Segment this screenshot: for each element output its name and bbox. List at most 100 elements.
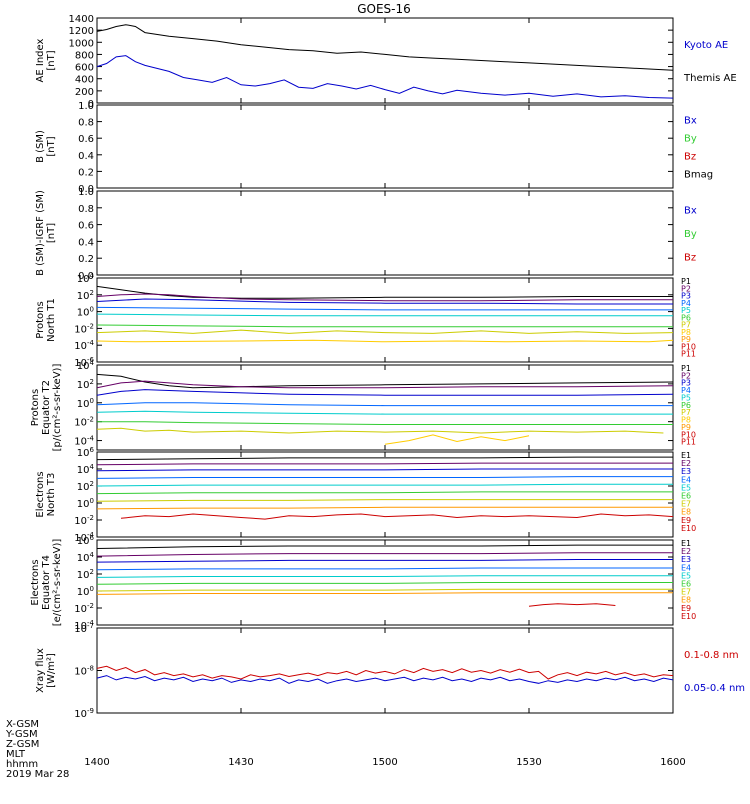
footer-label: X-GSM	[6, 719, 39, 730]
y-axis-label: Protons	[30, 389, 41, 426]
y-axis-label: [nT]	[46, 50, 57, 70]
panel-pequator: 104 102 100 10-2 10-4 Protons Equator T2 [p/(cm…	[30, 359, 696, 451]
series-line-p6	[96, 324, 673, 328]
legend-entry: E5	[681, 571, 691, 580]
y-axis-label: [e/(cm²-s-sr-keV)]	[52, 539, 63, 627]
panel-frame	[96, 190, 674, 276]
series-line-e4	[96, 567, 673, 571]
y-axis-label: [nT]	[46, 223, 57, 243]
series-line-p1	[96, 373, 674, 389]
series-line-e7	[96, 499, 673, 502]
panel-eequator: 106 104 102 100 10-2 10-4 Electrons Equator T4[…	[30, 534, 696, 632]
y-axis-label: AE Index	[35, 38, 46, 82]
legend-entry: P10	[681, 430, 696, 439]
legend-entry: E5	[681, 483, 691, 492]
y-tick-label: 0.8	[78, 118, 94, 129]
y-axis-label: B (SM)	[35, 130, 46, 163]
series-line-0-1-0-8-nm	[96, 665, 674, 680]
chart-title: GOES-16	[357, 2, 411, 16]
y-axis-label: [W/m²]	[46, 653, 57, 688]
y-tick-label: 0	[88, 99, 94, 110]
y-tick-label: 10-6	[74, 356, 94, 369]
legend-entry: P9	[681, 335, 691, 344]
panel-frame	[96, 17, 674, 104]
y-tick-label: 10-2	[74, 514, 94, 527]
y-axis-label: Protons	[35, 301, 46, 338]
y-tick-label: 106	[77, 534, 95, 547]
y-tick-label: 10-4	[74, 531, 94, 544]
series-line-kyoto-ae	[96, 55, 674, 99]
x-axis: 1400 1430 1500 1530 1600	[84, 757, 685, 768]
y-tick-label: 0.0	[78, 184, 94, 195]
series-line-e1	[96, 544, 673, 549]
x-tick-label: 1530	[516, 757, 541, 768]
y-axis-label: Equator T2	[41, 380, 52, 435]
legend-entry: E7	[681, 500, 691, 509]
y-tick-label: 10-4	[74, 435, 94, 448]
series-line-e3	[96, 559, 673, 563]
legend-entry: E10	[681, 524, 696, 533]
legend-entry: P2	[681, 284, 691, 293]
y-tick-label: 800	[75, 50, 94, 61]
series-line-e8	[96, 506, 673, 510]
series-line-themis-ae	[96, 24, 674, 71]
legend-entry: P1	[681, 277, 691, 286]
legend-entry: E10	[681, 612, 696, 621]
series-line-e9	[528, 603, 616, 607]
y-tick-label: 0.2	[78, 254, 94, 265]
legend-entry: P1	[681, 364, 691, 373]
panel-pnorth: 104 102 100 10-2 10-4 10-6 Protons North T1 P1P2…	[35, 272, 696, 369]
legend-entry: 0.1-0.8 nm	[684, 650, 739, 661]
panel-frame	[96, 277, 674, 363]
y-tick-label: 10-2	[74, 416, 94, 429]
legend-entry: E9	[681, 516, 691, 525]
y-axis-label: [nT]	[46, 136, 57, 156]
y-axis-label: Equator T4	[41, 555, 52, 610]
series-line-p8	[96, 339, 674, 343]
series-line-p6	[97, 421, 673, 425]
legend-entry: Bmag	[684, 170, 713, 181]
legend-entry: E4	[681, 475, 691, 484]
legend-entry: P8	[681, 328, 691, 337]
y-tick-label: 10-9	[74, 707, 94, 720]
footer-label: Y-GSM	[5, 729, 38, 740]
y-tick-label: 0.4	[78, 237, 94, 248]
legend-entry: P3	[681, 292, 691, 301]
legend-entry: E1	[681, 539, 691, 548]
y-tick-label: 100	[77, 497, 94, 510]
series-line-0-05-0-4-nm	[96, 675, 674, 684]
series-line-p5	[96, 313, 673, 317]
footer-label: 2019 Mar 28	[6, 769, 69, 780]
series-line-e6	[96, 582, 673, 585]
legend-entry: P7	[681, 408, 691, 417]
series-line-e8	[96, 592, 673, 595]
y-tick-label: 10-2	[74, 322, 94, 335]
legend-entry: E2	[681, 459, 691, 468]
series-line-p1	[96, 285, 673, 299]
y-tick-label: 102	[77, 289, 94, 302]
y-tick-label: 100	[77, 306, 94, 319]
series-line-p8	[384, 434, 530, 445]
y-tick-label: 0.4	[78, 151, 94, 162]
y-tick-label: 600	[75, 63, 94, 74]
series-line-p4	[96, 306, 673, 311]
legend-entry: P4	[681, 386, 691, 395]
x-tick-label: 1430	[228, 757, 253, 768]
legend-entry: P5	[681, 306, 691, 315]
series-line-e7	[96, 588, 673, 592]
legend-entry: E7	[681, 588, 691, 597]
legend-entry: By	[684, 229, 697, 240]
y-tick-label: 1400	[69, 14, 94, 25]
y-tick-label: 100	[77, 585, 94, 598]
y-tick-label: 10-8	[74, 665, 94, 678]
y-tick-label: 1200	[69, 26, 94, 37]
y-tick-label: 10-7	[74, 622, 94, 635]
series-line-e3	[96, 468, 673, 472]
y-tick-label: 10-2	[74, 602, 94, 615]
legend-entry: P6	[681, 313, 691, 322]
legend-entry: P3	[681, 379, 691, 388]
x-tick-label: 1600	[660, 757, 685, 768]
